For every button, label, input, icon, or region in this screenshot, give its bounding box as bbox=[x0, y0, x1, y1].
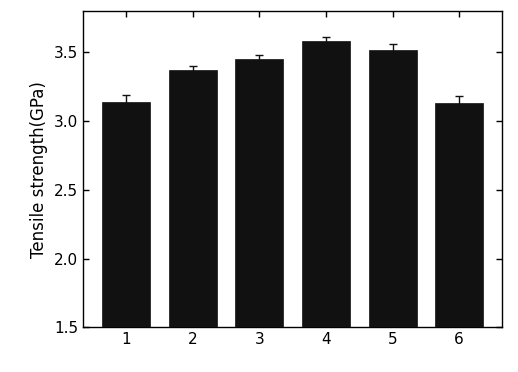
Bar bbox=[369, 49, 416, 372]
Bar bbox=[435, 103, 483, 372]
Bar bbox=[235, 59, 283, 372]
Y-axis label: Tensile strength(GPa): Tensile strength(GPa) bbox=[30, 81, 48, 258]
Bar bbox=[302, 41, 350, 372]
Bar bbox=[169, 70, 217, 372]
Bar bbox=[102, 102, 150, 372]
